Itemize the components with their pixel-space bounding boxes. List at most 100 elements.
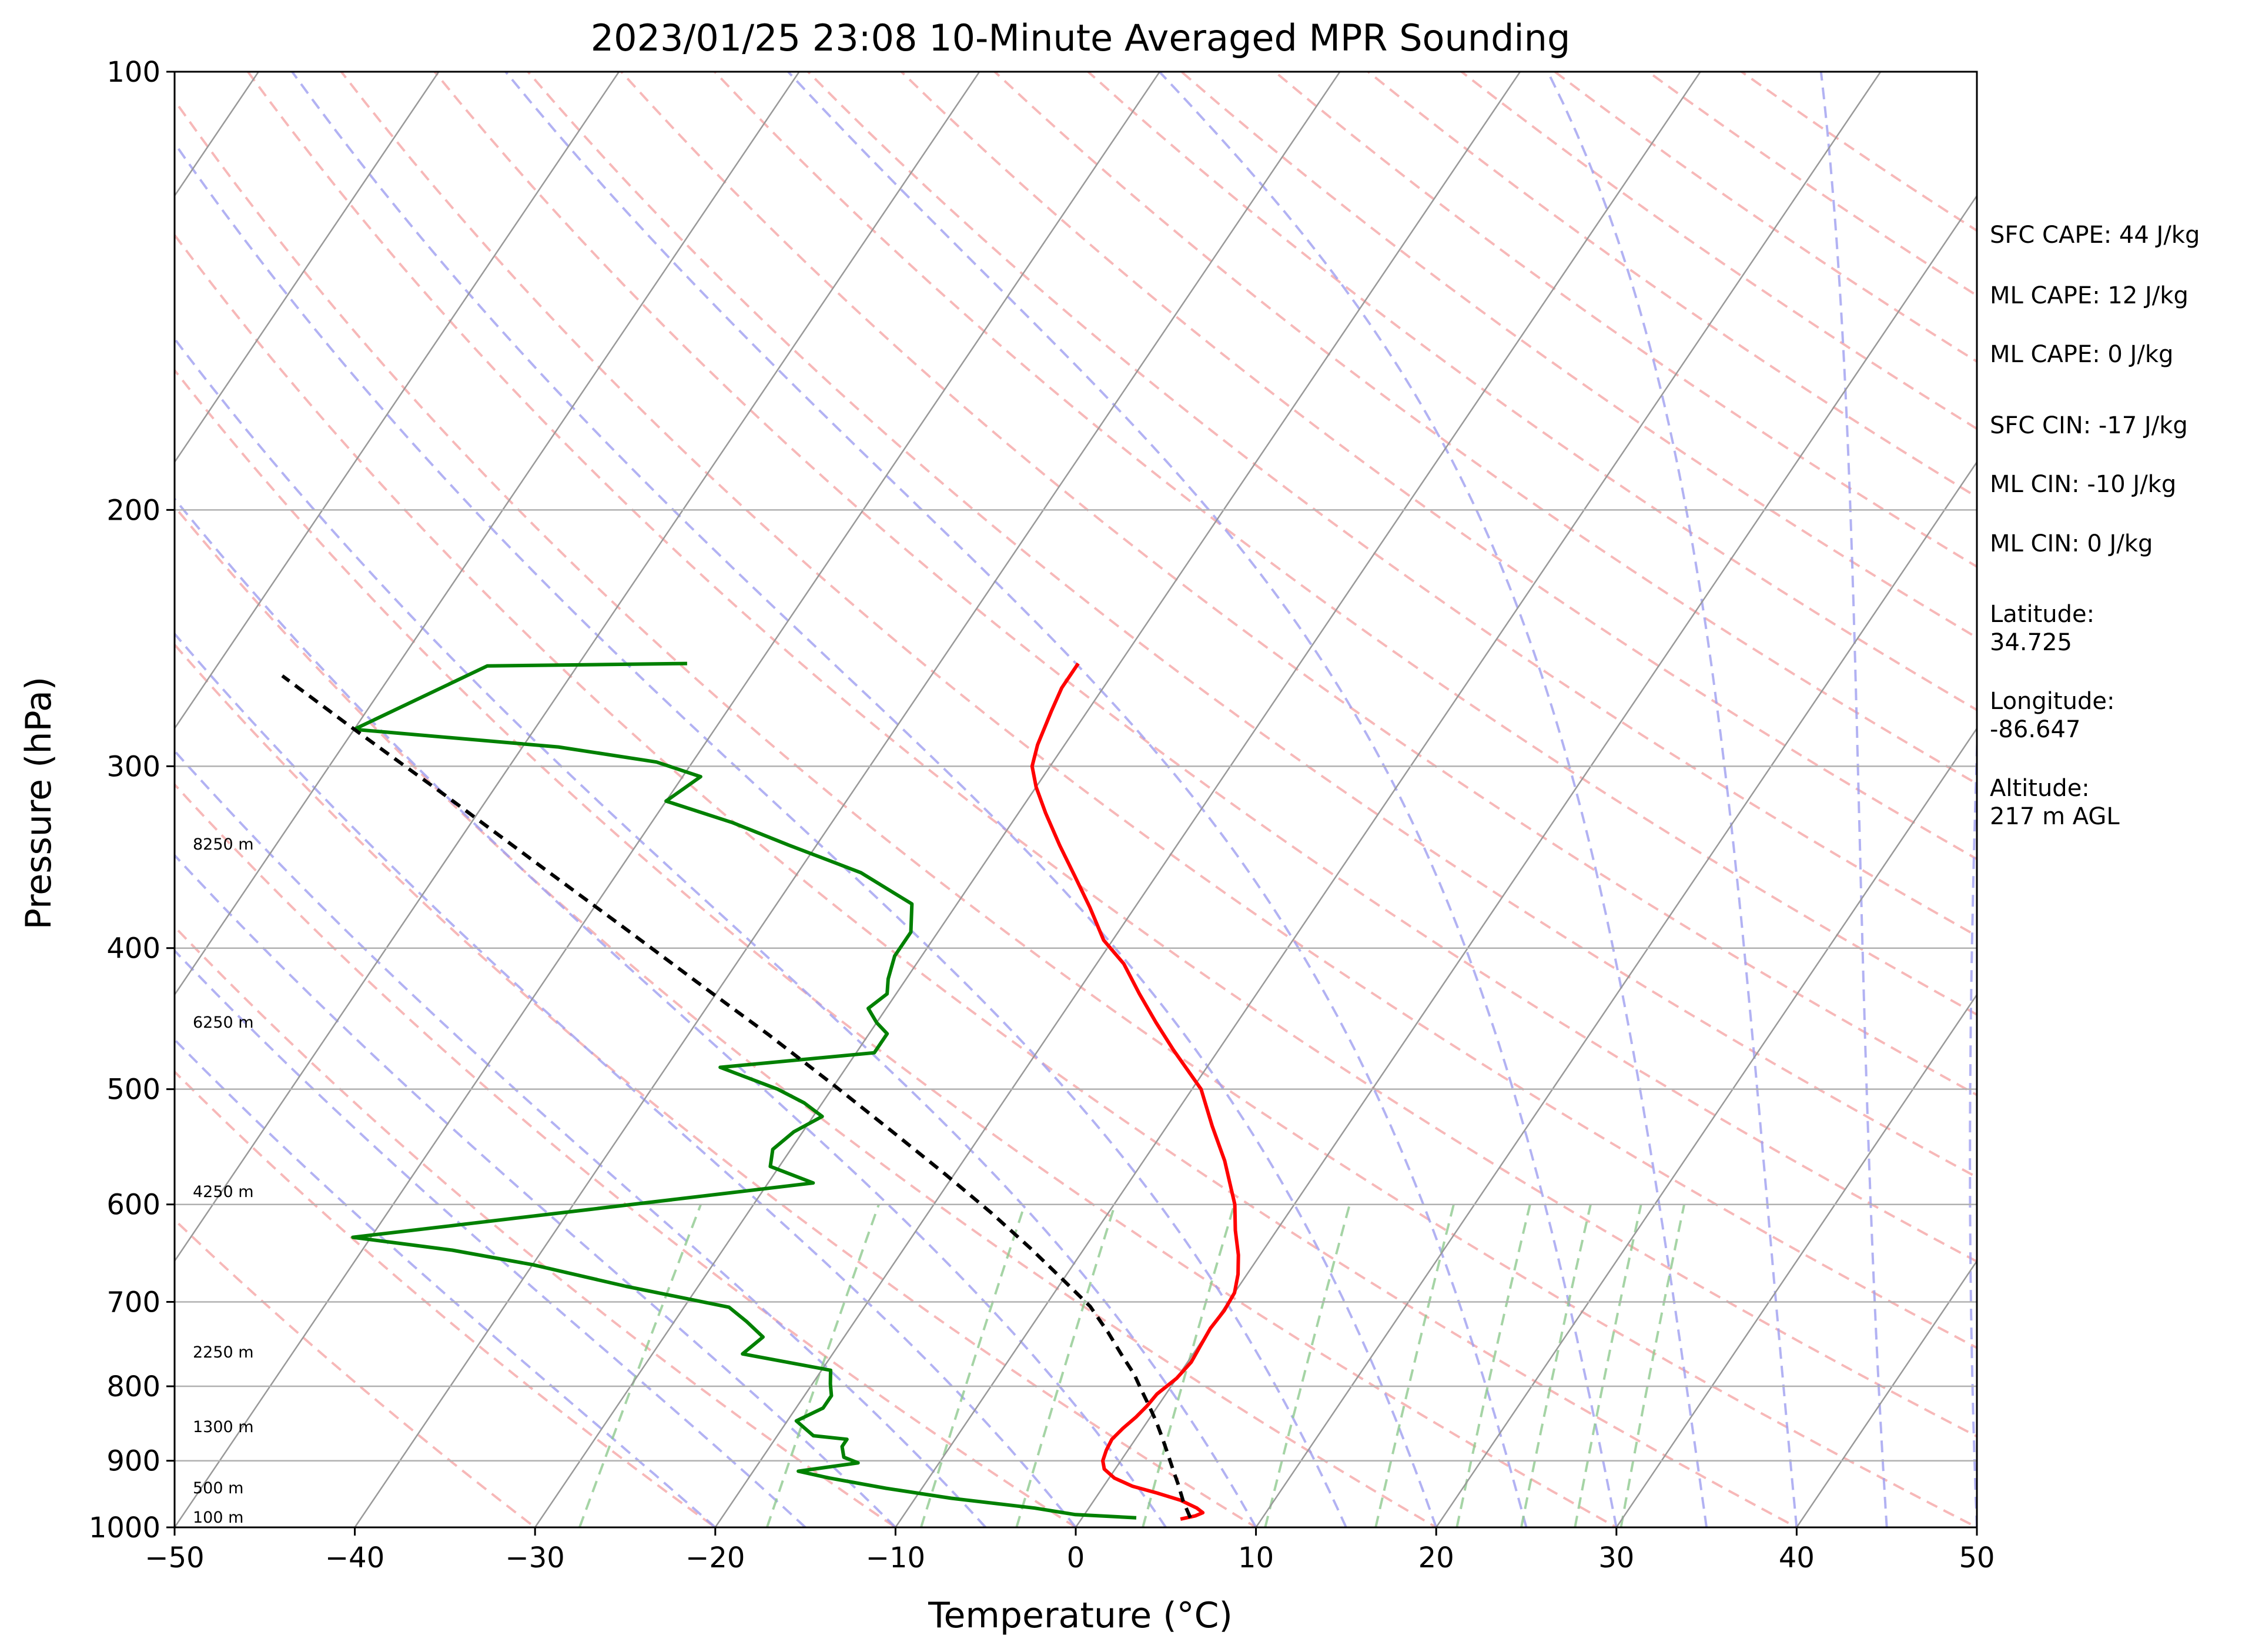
mixing-ratio-line xyxy=(1015,1204,1116,1527)
x-tick-label: −50 xyxy=(145,1541,204,1574)
isotherm xyxy=(1255,460,1977,1527)
height-label: 2250 m xyxy=(193,1343,254,1362)
moist-adiabats xyxy=(175,72,1977,1527)
dry-adiabat xyxy=(175,782,1078,1527)
mixing-ratio-line xyxy=(1520,1204,1592,1527)
dry-adiabat xyxy=(175,233,1799,1527)
parcel-line xyxy=(281,674,1192,1519)
moist-adiabat xyxy=(175,141,1347,1527)
isotherm xyxy=(175,72,620,730)
dry-adiabat xyxy=(433,72,1977,1263)
moist-adiabat xyxy=(175,497,1167,1527)
moist-adiabat xyxy=(175,749,987,1527)
isotherm xyxy=(714,72,1701,1527)
isotherm xyxy=(175,72,981,1263)
y-tick-label: 200 xyxy=(106,494,160,527)
dry-adiabats xyxy=(175,72,1977,1527)
mixing-ratio-line xyxy=(919,1204,1026,1527)
side-info-line: Altitude: xyxy=(1990,775,2090,802)
moist-adiabat xyxy=(175,949,807,1527)
x-tick-label: 30 xyxy=(1598,1541,1634,1574)
x-tick-label: 10 xyxy=(1238,1541,1274,1574)
dry-adiabat xyxy=(175,98,1977,1527)
x-tick-label: 20 xyxy=(1418,1541,1454,1574)
moist-adiabat xyxy=(175,1038,717,1527)
dry-adiabat xyxy=(246,72,1977,1438)
x-tick-label: 50 xyxy=(1959,1541,1995,1574)
moist-adiabat xyxy=(504,72,1528,1527)
side-info-line: 217 m AGL xyxy=(1990,803,2120,830)
sounding-series xyxy=(281,661,1240,1521)
y-tick-label: 1000 xyxy=(89,1511,160,1544)
dry-adiabat xyxy=(993,72,1977,785)
isotherm xyxy=(895,72,1882,1527)
moist-adiabat xyxy=(1547,72,1798,1527)
dewpoint-line xyxy=(351,661,1137,1520)
y-tick-label: 500 xyxy=(106,1074,160,1106)
side-info-line: ML CAPE: 12 J/kg xyxy=(1990,282,2189,309)
isotherm xyxy=(1796,1259,1977,1527)
isotherm xyxy=(354,72,1341,1527)
y-axis-title: Pressure (hPa) xyxy=(18,677,59,929)
side-info-line: SFC CAPE: 44 J/kg xyxy=(1990,222,2200,249)
dry-adiabat xyxy=(175,504,1439,1527)
moist-adiabat xyxy=(291,72,1438,1527)
x-axis-title: Temperature (°C) xyxy=(928,1595,1233,1636)
side-info-line: 34.725 xyxy=(1990,629,2072,656)
y-tick-label: 300 xyxy=(106,750,160,783)
dry-adiabat xyxy=(806,72,1977,938)
side-info-line: -86.647 xyxy=(1990,716,2080,743)
y-tick-label: 600 xyxy=(106,1189,160,1222)
isotherm xyxy=(534,72,1521,1527)
x-axis: −50 −40 −30 −20 −10 0 10 20 30 40 50 xyxy=(145,1527,1995,1574)
mixing-ratio-line xyxy=(578,1203,702,1527)
height-label: 500 m xyxy=(193,1479,243,1497)
height-label: 6250 m xyxy=(193,1014,254,1032)
chart-title: 2023/01/25 23:08 10-Minute Averaged MPR … xyxy=(591,16,1571,59)
moist-adiabat xyxy=(175,853,896,1527)
x-tick-label: −10 xyxy=(866,1541,925,1574)
temperature-line xyxy=(1030,662,1240,1521)
mixing-ratio-line xyxy=(1619,1204,1686,1527)
side-info-panel: SFC CAPE: 44 J/kg ML CAPE: 12 J/kg ML CAPE… xyxy=(1990,222,2200,830)
mixing-ratio-line xyxy=(1142,1204,1236,1527)
moist-adiabat xyxy=(1969,715,1977,1527)
isotherm xyxy=(1075,194,1977,1527)
moist-adiabat xyxy=(1158,72,1708,1527)
isotherm xyxy=(175,72,800,996)
isotherm xyxy=(1435,727,1977,1527)
y-tick-label: 400 xyxy=(106,932,160,965)
isotherms xyxy=(175,72,1977,1527)
isobars xyxy=(175,509,1977,1462)
dry-adiabat xyxy=(339,72,1977,1349)
x-tick-label: 40 xyxy=(1779,1541,1815,1574)
x-tick-label: −40 xyxy=(325,1541,384,1574)
height-labels: 100 m 500 m 1300 m 2250 m 4250 m 6250 m 8250 m xyxy=(193,835,254,1527)
dry-adiabat xyxy=(175,368,1619,1527)
side-info-line: ML CIN: 0 J/kg xyxy=(1990,530,2153,557)
side-info-line: Latitude: xyxy=(1990,601,2094,628)
y-axis: 1000 900 800 700 600 500 400 300 200 100 xyxy=(89,56,175,1544)
y-tick-label: 700 xyxy=(106,1286,160,1319)
mixing-ratio-line xyxy=(765,1204,880,1527)
x-tick-label: 0 xyxy=(1067,1541,1085,1574)
y-tick-label: 100 xyxy=(106,56,160,89)
height-label: 8250 m xyxy=(193,835,254,854)
dry-adiabat xyxy=(899,72,1977,861)
plot-area xyxy=(175,72,1977,1527)
isotherm xyxy=(175,72,440,464)
moist-adiabat xyxy=(175,631,1077,1527)
moist-adiabat xyxy=(1819,72,1888,1527)
height-label: 1300 m xyxy=(193,1418,254,1436)
dry-adiabat xyxy=(526,72,1977,1179)
moist-adiabat xyxy=(175,337,1257,1527)
dry-adiabat xyxy=(175,1070,718,1527)
x-tick-label: −20 xyxy=(685,1541,745,1574)
side-info-line: ML CIN: -10 J/kg xyxy=(1990,471,2176,498)
height-label: 100 m xyxy=(193,1509,243,1527)
y-tick-label: 900 xyxy=(106,1445,160,1478)
mixing-ratio-line xyxy=(1574,1204,1642,1527)
isotherm xyxy=(1615,993,1977,1527)
mixing-ratio-line xyxy=(1374,1204,1455,1527)
side-info-line: SFC CIN: -17 J/kg xyxy=(1990,412,2188,439)
